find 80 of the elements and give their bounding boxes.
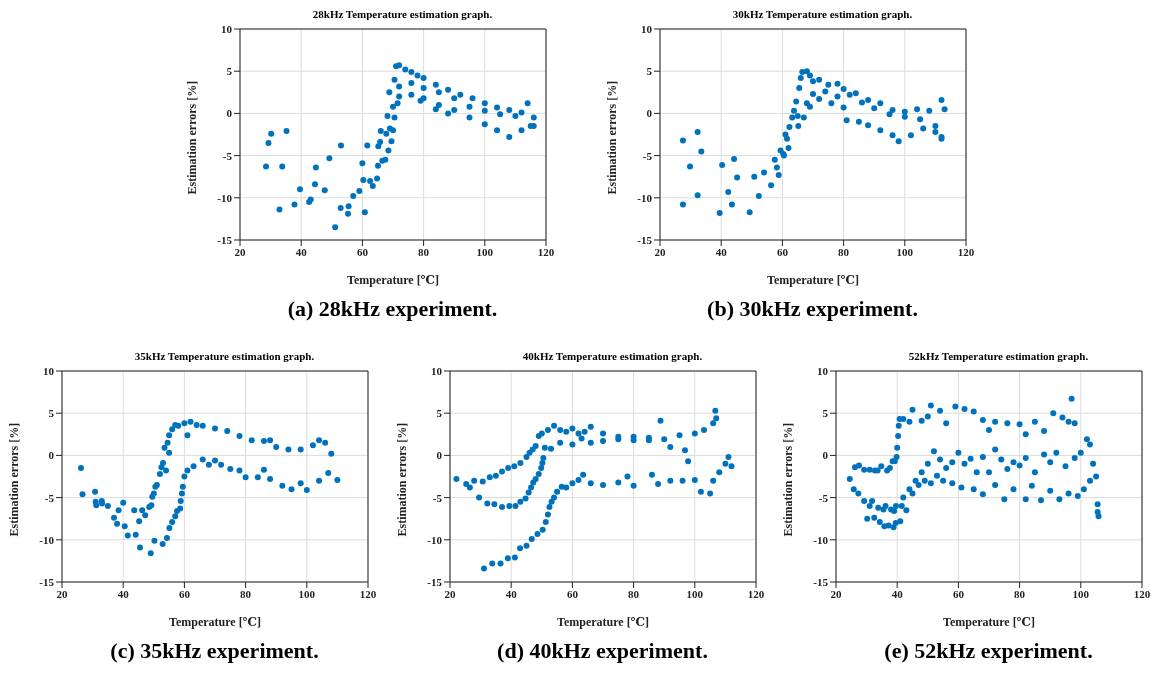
y-tick-label: -5: [432, 491, 443, 504]
x-tick-label: 80: [628, 587, 640, 600]
x-tick-label: 60: [178, 587, 191, 600]
x-tick-label: 100: [298, 587, 316, 600]
text: (e) 52kHz experiment.: [883, 638, 1094, 664]
x-tick-label: 100: [686, 587, 704, 600]
y-axis-title: Estimation errors [%]: [605, 80, 620, 195]
x-axis-title: Temperature [℃]: [942, 615, 1036, 629]
y-tick-label: 10: [43, 364, 55, 377]
y-tick-label: -15: [39, 575, 55, 588]
text: (b) 30kHz experiment.: [706, 296, 919, 322]
x-tick-label: 80: [240, 587, 252, 600]
y-tick-label: -10: [813, 533, 829, 546]
y-tick-label: 5: [226, 65, 233, 78]
chart-title: 28kHz Temperature estimation graph.: [311, 8, 494, 22]
y-tick-label: 5: [436, 407, 443, 420]
x-tick-label: 80: [838, 245, 850, 258]
x-tick-label: 20: [234, 245, 246, 258]
y-tick-label: 0: [226, 107, 233, 120]
y-axis-title: Estimation errors [%]: [185, 80, 200, 195]
y-tick-label: 10: [431, 364, 443, 377]
x-axis-title: Temperature [℃]: [766, 273, 860, 287]
y-tick-label: 0: [48, 449, 55, 462]
x-tick-label: 80: [1014, 587, 1026, 600]
chart-title: 52kHz Temperature estimation graph.: [907, 350, 1090, 364]
y-tick-label: 10: [817, 364, 829, 377]
x-tick-label: 100: [1072, 587, 1090, 600]
x-axis-title: Temperature [℃]: [168, 615, 262, 629]
chart-title: 35kHz Temperature estimation graph.: [133, 350, 316, 364]
y-tick-label: 5: [646, 65, 653, 78]
y-tick-label: 0: [646, 107, 653, 120]
x-axis-title: Temperature [℃]: [556, 615, 650, 629]
y-axis-title: Estimation errors [%]: [395, 422, 410, 537]
y-tick-label: -15: [427, 575, 443, 588]
text: (d) 40kHz experiment.: [496, 638, 709, 664]
x-tick-label: 80: [418, 245, 430, 258]
x-tick-label: 40: [505, 587, 518, 600]
chart-title: 30kHz Temperature estimation graph.: [731, 8, 914, 22]
y-tick-label: -5: [642, 149, 653, 162]
y-tick-label: -10: [637, 191, 653, 204]
y-tick-label: -15: [813, 575, 829, 588]
y-tick-label: 5: [822, 407, 829, 420]
y-tick-label: 10: [221, 22, 233, 35]
y-tick-label: 5: [48, 407, 55, 420]
y-tick-label: -10: [217, 191, 233, 204]
x-tick-label: 40: [117, 587, 130, 600]
x-tick-label: 40: [891, 587, 904, 600]
x-tick-label: 120: [537, 245, 555, 258]
y-tick-label: 0: [822, 449, 829, 462]
x-tick-label: 120: [359, 587, 377, 600]
y-tick-label: -15: [637, 233, 653, 246]
y-tick-label: -10: [39, 533, 55, 546]
y-tick-label: -5: [222, 149, 233, 162]
x-tick-label: 60: [566, 587, 579, 600]
y-tick-label: -5: [44, 491, 55, 504]
y-tick-label: 10: [641, 22, 653, 35]
x-tick-label: 40: [715, 245, 728, 258]
x-tick-label: 60: [952, 587, 965, 600]
x-tick-label: 100: [896, 245, 914, 258]
x-tick-label: 20: [444, 587, 456, 600]
y-axis-title: Estimation errors [%]: [781, 422, 796, 537]
y-tick-label: 0: [436, 449, 443, 462]
x-tick-label: 40: [295, 245, 308, 258]
y-tick-label: -10: [427, 533, 443, 546]
y-axis-title: Estimation errors [%]: [7, 422, 22, 537]
x-tick-label: 120: [747, 587, 765, 600]
x-tick-label: 120: [957, 245, 975, 258]
text: (a) 28kHz experiment.: [286, 296, 499, 322]
x-tick-label: 100: [476, 245, 494, 258]
y-tick-label: -5: [818, 491, 829, 504]
x-tick-label: 20: [654, 245, 666, 258]
text: (c) 35kHz experiment.: [109, 638, 320, 664]
chart-title: 40kHz Temperature estimation graph.: [521, 350, 704, 364]
x-tick-label: 120: [1133, 587, 1151, 600]
x-tick-label: 60: [356, 245, 369, 258]
x-axis-title: Temperature [℃]: [346, 273, 440, 287]
x-tick-label: 20: [830, 587, 842, 600]
y-tick-label: -15: [217, 233, 233, 246]
x-tick-label: 20: [56, 587, 68, 600]
x-tick-label: 60: [776, 245, 789, 258]
